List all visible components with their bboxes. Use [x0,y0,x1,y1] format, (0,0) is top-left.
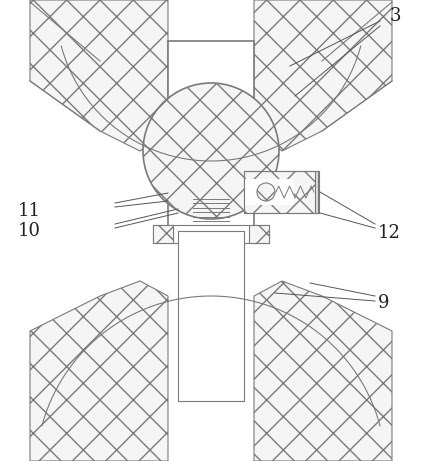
Text: 9: 9 [378,294,390,312]
Bar [244,179,294,205]
Bar [153,225,269,243]
Bar [244,171,318,213]
Polygon shape [254,281,392,461]
Polygon shape [30,281,168,461]
Circle shape [143,83,279,219]
Bar [244,171,318,213]
Polygon shape [30,0,168,151]
Text: 10: 10 [18,222,41,240]
Bar [315,171,319,213]
Bar [249,225,269,243]
Bar [178,231,244,401]
Polygon shape [254,0,392,151]
Text: 3: 3 [390,7,401,25]
Bar [153,225,173,243]
Text: 11: 11 [18,202,41,220]
Bar [168,41,254,231]
Circle shape [257,183,275,201]
Text: 12: 12 [378,224,401,242]
